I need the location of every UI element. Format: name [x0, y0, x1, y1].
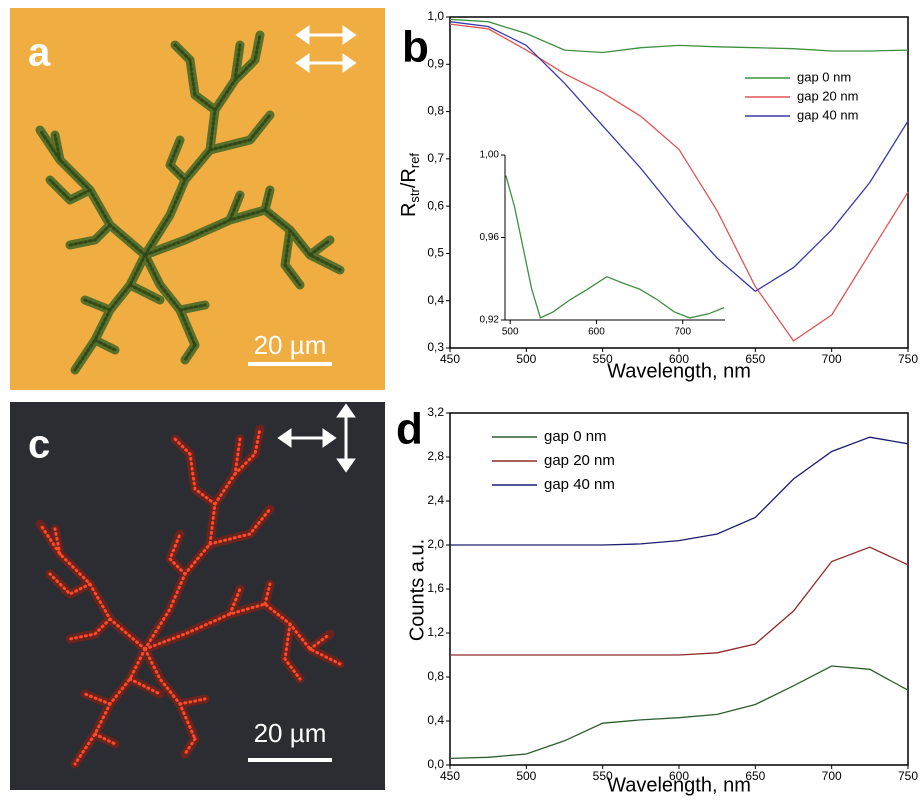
x-tick-label: 600: [588, 327, 605, 338]
data-line: [450, 22, 908, 292]
legend-label: gap 0 nm: [797, 69, 851, 84]
panel-label: c: [28, 423, 50, 467]
y-tick-label: 0,4: [427, 713, 444, 727]
y-tick-label: 2,8: [427, 449, 444, 463]
legend-label: gap 0 nm: [544, 428, 607, 445]
data-line: [450, 19, 908, 52]
y-tick-label: 1,2: [427, 625, 444, 639]
panel-label: a: [28, 31, 51, 75]
x-tick-label: 750: [898, 769, 918, 783]
legend-label: gap 40 nm: [797, 107, 858, 122]
y-tick-label: 0,0: [427, 757, 444, 771]
x-tick-label: 450: [440, 352, 460, 366]
y-tick-label: 1,00: [480, 150, 500, 161]
y-tick-label: 0,4: [427, 293, 444, 307]
x-tick-label: 500: [516, 352, 536, 366]
scale-bar-label: 20 µm: [254, 330, 327, 360]
figure: a 20 µm c 20 µm 4505005506006507007500,3…: [0, 0, 922, 796]
scale-bar-label: 20 µm: [254, 718, 327, 748]
x-tick-label: 700: [822, 769, 842, 783]
y-tick-label: 0,3: [427, 340, 444, 354]
y-tick-label: 0,5: [427, 246, 444, 260]
x-axis-title: Wavelength, nm: [607, 360, 751, 382]
y-tick-label: 0,6: [427, 198, 444, 212]
x-axis-title: Wavelength, nm: [607, 774, 751, 796]
plot-frame: [450, 17, 908, 348]
y-tick-label: 0,7: [427, 151, 444, 165]
y-axis-title-subscript: str: [407, 187, 422, 202]
y-tick-label: 0,8: [427, 669, 444, 683]
x-tick-label: 700: [674, 327, 691, 338]
x-tick-label: 500: [502, 327, 519, 338]
x-tick-label: 500: [516, 769, 536, 783]
y-tick-label: 2,0: [427, 537, 444, 551]
data-line: [506, 176, 724, 318]
x-tick-label: 750: [898, 352, 918, 366]
y-axis-title-part: /R: [398, 168, 420, 188]
y-tick-label: 0,9: [427, 56, 444, 70]
y-tick-label: 1,0: [427, 9, 444, 23]
legend-label: gap 40 nm: [544, 476, 615, 493]
y-tick-label: 0,96: [480, 232, 500, 243]
panel-c: c 20 µm: [10, 402, 385, 790]
y-tick-label: 1,6: [427, 581, 444, 595]
panel-a: a 20 µm: [10, 8, 385, 390]
x-tick-label: 700: [822, 352, 842, 366]
y-axis-title: Counts a.u.: [406, 539, 428, 641]
data-line: [450, 666, 908, 758]
panel-label: d: [396, 405, 423, 454]
data-line: [450, 547, 908, 655]
plot-frame: [450, 413, 908, 765]
x-tick-label: 450: [440, 769, 460, 783]
legend-label: gap 20 nm: [544, 452, 615, 469]
y-axis-title: Rstr/Rref: [398, 153, 422, 217]
y-axis-title-subscript: ref: [407, 153, 422, 169]
y-axis-title-part: R: [398, 203, 420, 217]
y-tick-label: 0,8: [427, 104, 444, 118]
legend-label: gap 20 nm: [797, 88, 858, 103]
y-tick-label: 3,2: [427, 405, 444, 419]
y-tick-label: 2,4: [427, 493, 444, 507]
data-line: [450, 437, 908, 545]
panel-label: b: [402, 23, 429, 72]
y-tick-label: 0,92: [480, 315, 500, 326]
